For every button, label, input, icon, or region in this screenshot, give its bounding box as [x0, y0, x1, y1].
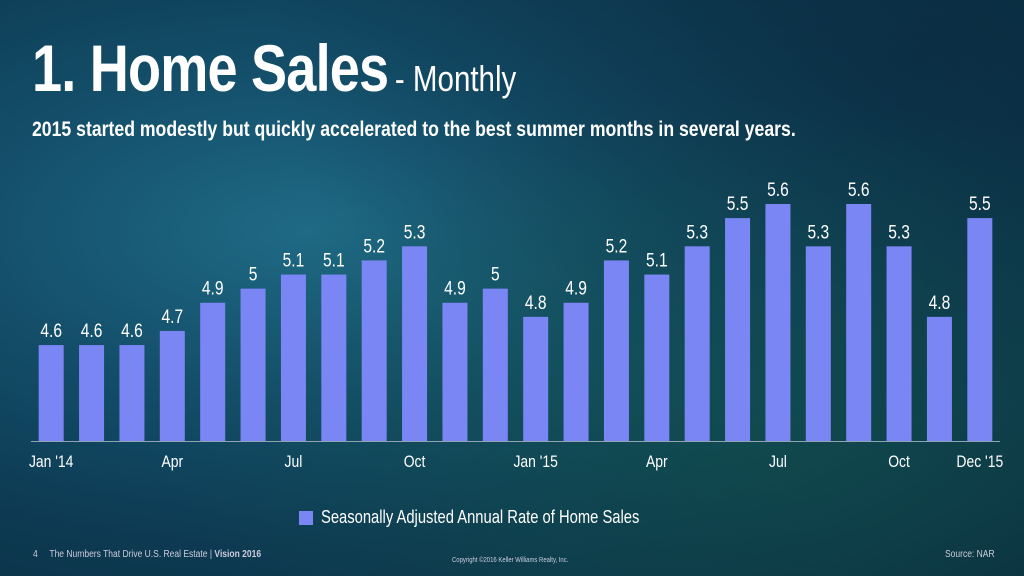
footer-text: The Numbers That Drive U.S. Real Estate …	[49, 549, 215, 560]
data-label: 5.3	[686, 221, 708, 243]
x-tick-label: Jul	[285, 453, 303, 472]
data-label: 4.8	[929, 291, 951, 313]
legend-label: Seasonally Adjusted Annual Rate of Home …	[321, 507, 640, 527]
bar	[805, 246, 831, 441]
data-label: 5.5	[969, 193, 991, 215]
data-label: 5.3	[888, 221, 910, 243]
bar	[38, 345, 64, 441]
bar	[765, 204, 791, 441]
data-label: 4.6	[121, 320, 143, 342]
data-label: 5.1	[646, 249, 668, 271]
data-label: 5.6	[767, 179, 789, 201]
bar	[482, 288, 508, 441]
subtitle: 2015 started modestly but quickly accele…	[32, 118, 796, 141]
data-label: 5	[491, 263, 500, 285]
data-label: 4.6	[40, 320, 62, 342]
data-label: 4.6	[81, 320, 103, 342]
data-label: 5.1	[283, 249, 305, 271]
bar	[200, 302, 226, 441]
legend-swatch	[299, 510, 313, 525]
x-tick-label: Apr	[161, 453, 183, 472]
title-suffix: - Monthly	[394, 58, 517, 99]
footer-brand: Vision 2016	[214, 549, 262, 560]
data-label: 4.8	[525, 291, 547, 313]
bar	[846, 204, 872, 441]
bar	[523, 316, 549, 441]
x-tick-label: Jan '15	[513, 453, 557, 472]
page-title: 1. Home Sales - Monthly	[32, 30, 516, 106]
bar	[321, 274, 347, 441]
x-tick-label: Oct	[404, 453, 426, 472]
bar	[644, 274, 670, 441]
bar	[79, 345, 105, 441]
data-label: 5.3	[807, 221, 829, 243]
source: Source: NAR	[945, 549, 995, 560]
bar	[725, 218, 751, 441]
page-number: 4	[33, 549, 38, 560]
data-label: 4.9	[202, 277, 224, 299]
x-tick-label: Dec '15	[956, 453, 1003, 472]
data-label: 5.1	[323, 249, 345, 271]
data-label: 4.9	[444, 277, 466, 299]
data-label: 5.2	[606, 235, 628, 257]
copyright: Copyright ©2016 Keller Williams Realty, …	[452, 557, 569, 564]
x-tick-label: Jan '14	[29, 453, 74, 472]
bar	[240, 288, 266, 441]
bar	[926, 316, 952, 441]
bar	[967, 218, 993, 441]
data-label: 5	[249, 263, 258, 285]
bar	[119, 345, 145, 441]
legend: Seasonally Adjusted Annual Rate of Home …	[299, 507, 709, 528]
bar	[402, 246, 428, 441]
data-label: 5.3	[404, 221, 426, 243]
bar	[159, 330, 185, 441]
bar	[886, 246, 912, 441]
footer-left: 4 The Numbers That Drive U.S. Real Estat…	[33, 549, 261, 560]
data-label: 4.9	[565, 277, 587, 299]
bar	[361, 260, 387, 441]
x-tick-label: Jul	[769, 453, 787, 472]
x-tick-label: Apr	[646, 453, 668, 472]
data-label: 5.6	[848, 179, 870, 201]
bar	[603, 260, 629, 441]
bar	[684, 246, 710, 441]
bar	[442, 302, 468, 441]
x-tick-label: Oct	[888, 453, 910, 472]
data-label: 5.2	[363, 235, 385, 257]
bar	[280, 274, 306, 441]
bar	[563, 302, 589, 441]
data-label: 5.5	[727, 193, 749, 215]
data-label: 4.7	[161, 305, 183, 327]
title-main: 1. Home Sales	[32, 31, 389, 105]
